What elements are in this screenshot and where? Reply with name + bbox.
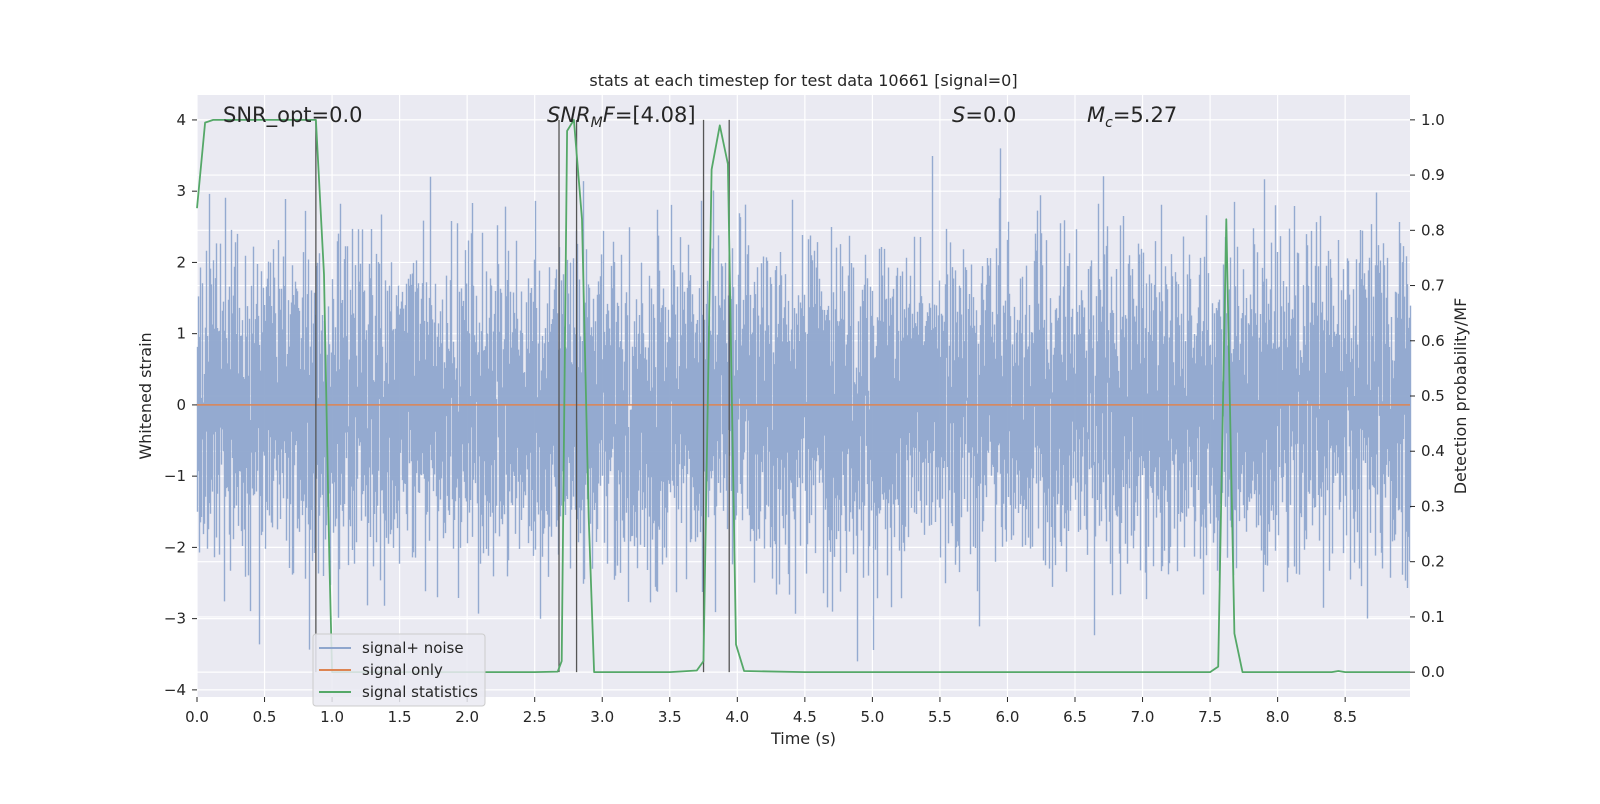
y2-tick-label: 0.5 — [1421, 387, 1445, 405]
legend-label-signal-noise: signal+ noise — [362, 639, 464, 657]
annotation-mc-sub: c — [1105, 115, 1113, 131]
x-tick-label: 2.0 — [455, 708, 479, 726]
y-tick-label: 2 — [176, 253, 186, 271]
y2-axis-ticks: 1.0 0.9 0.8 0.7 0.6 0.5 0.4 0.3 0.2 0.1 0.0 — [1410, 111, 1445, 681]
x-tick-label: 7.0 — [1131, 708, 1155, 726]
y2-tick-label: 0.2 — [1421, 553, 1445, 571]
y2-tick-label: 0.7 — [1421, 277, 1445, 295]
x-tick-label: 8.5 — [1333, 708, 1357, 726]
noise-trace — [196, 148, 1412, 662]
chart-title: stats at each timestep for test data 106… — [589, 71, 1017, 90]
y-tick-label: 4 — [176, 111, 186, 129]
x-tick-label: 4.0 — [725, 708, 749, 726]
x-tick-label: 4.5 — [793, 708, 817, 726]
y-tick-label: 3 — [176, 182, 186, 200]
y2-tick-label: 0.3 — [1421, 497, 1445, 515]
x-tick-label: 7.5 — [1198, 708, 1222, 726]
y2-tick-label: 0.9 — [1421, 166, 1445, 184]
y-axis-ticks: 4 3 2 1 0 −1 −2 −3 −4 — [164, 111, 197, 699]
annotation-snr-opt: SNR_opt=0.0 — [223, 103, 363, 128]
legend-label-signal-only: signal only — [362, 661, 443, 679]
legend-box — [312, 633, 486, 707]
y2-tick-label: 1.0 — [1421, 111, 1445, 129]
y-tick-label: −2 — [164, 538, 186, 556]
signal-noise-series — [196, 148, 1412, 662]
signal-statistics-series — [196, 119, 1410, 673]
annotation-mc: Mc=5.27 — [1087, 103, 1177, 131]
signal-statistics-line — [196, 119, 1410, 673]
y2-tick-label: 0.8 — [1421, 221, 1445, 239]
x-tick-label: 6.5 — [1063, 708, 1087, 726]
x-axis-ticks: 0.0 0.5 1.0 1.5 2.0 2.5 3.0 3.5 4.0 4.5 5.0 5.5 6.0 6… — [185, 697, 1357, 726]
annotation-snr-mf-f: F — [603, 103, 616, 127]
y2-axis-label: Detection probability/MF — [1451, 298, 1470, 495]
legend: signal+ noise signal only signal statist… — [312, 633, 486, 707]
annotation-s-var: S — [952, 103, 965, 127]
y2-tick-label: 0.6 — [1421, 332, 1445, 350]
annotation-s: S=0.0 — [952, 103, 1016, 127]
x-tick-label: 8.0 — [1266, 708, 1290, 726]
x-tick-label: 2.5 — [523, 708, 547, 726]
legend-label-signal-statistics: signal statistics — [362, 683, 478, 701]
y-axis-label: Whitened strain — [136, 332, 155, 459]
annotation-mc-var: M — [1087, 103, 1105, 127]
x-tick-label: 0.5 — [253, 708, 277, 726]
x-tick-label: 3.0 — [590, 708, 614, 726]
y-tick-label: −3 — [164, 610, 186, 628]
x-tick-label: 5.0 — [860, 708, 884, 726]
y2-tick-label: 0.1 — [1421, 608, 1445, 626]
y-tick-label: −4 — [164, 681, 186, 699]
annotation-snr-mf-value: =[4.08] — [615, 103, 696, 127]
y-tick-label: −1 — [164, 467, 186, 485]
x-tick-label: 6.0 — [996, 708, 1020, 726]
x-tick-label: 5.5 — [928, 708, 952, 726]
y-tick-label: 1 — [176, 325, 186, 343]
annotation-s-value: =0.0 — [965, 103, 1016, 127]
y2-tick-label: 0.4 — [1421, 442, 1445, 460]
annotation-snr-mf: SNRMF=[4.08] — [547, 103, 696, 131]
x-tick-label: 1.0 — [320, 708, 344, 726]
annotation-snr-mf-var: SNR — [547, 103, 591, 127]
y-tick-label: 0 — [176, 396, 186, 414]
annotation-snr-mf-sub: M — [591, 115, 603, 131]
y2-tick-label: 0.0 — [1421, 663, 1445, 681]
x-tick-label: 1.5 — [388, 708, 412, 726]
x-tick-label: 3.5 — [658, 708, 682, 726]
annotation-mc-value: =5.27 — [1113, 103, 1177, 127]
x-tick-label: 0.0 — [185, 708, 209, 726]
x-axis-label: Time (s) — [770, 729, 836, 748]
